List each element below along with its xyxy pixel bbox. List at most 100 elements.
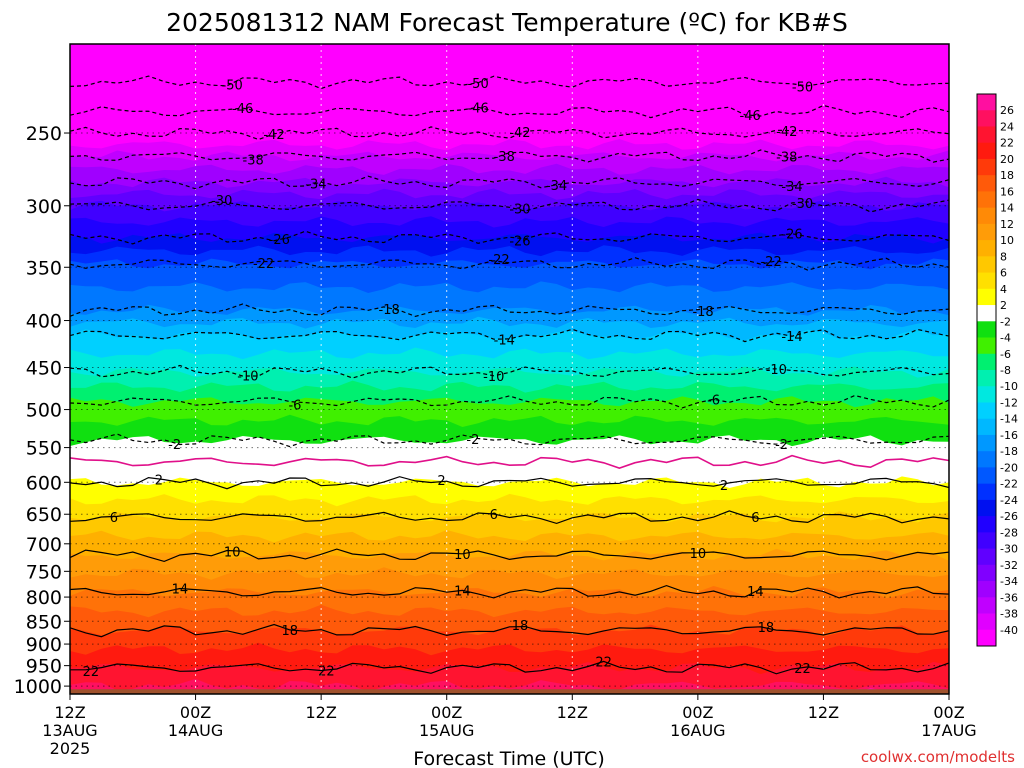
colorbar-swatch [977, 467, 996, 485]
contour-line [70, 104, 949, 119]
y-tick-label: 600 [26, 472, 62, 494]
contour-label: -26 [269, 233, 290, 248]
contour-label: -2 [168, 438, 181, 453]
colorbar-swatch [977, 337, 996, 355]
contour-label: -18 [379, 303, 400, 318]
colorbar-swatch [977, 597, 996, 614]
y-tick-label: 850 [26, 611, 62, 633]
contour-lines [70, 75, 949, 675]
colorbar-swatch [977, 434, 996, 452]
colorbar-swatch [977, 240, 996, 257]
colorbar-swatch [977, 418, 996, 436]
x-tick-label: 13AUG [42, 721, 97, 740]
colorbar-label: 18 [1000, 169, 1014, 182]
x-tick-label: 00Z [431, 703, 462, 722]
colorbar-label: -34 [1000, 575, 1018, 588]
contour-label: -30 [211, 194, 232, 209]
contour-label: -6 [288, 398, 301, 413]
colorbar-swatch [977, 548, 996, 566]
contour-line [70, 394, 949, 409]
contour-label: 22 [595, 655, 612, 670]
x-tick-label: 17AUG [921, 721, 976, 740]
plot-area: -50 -50 -50 -46 -46 -46 -42 -42 -42 -38 -38 -38 -34 -… [70, 44, 949, 694]
contour-label: -38 [776, 150, 797, 165]
contour-label: -18 [692, 305, 713, 320]
colorbar-swatch [977, 191, 996, 209]
contour-label: 14 [172, 583, 189, 598]
contour-label: -26 [781, 228, 802, 243]
colorbar-label: -26 [1000, 510, 1018, 523]
colorbar-swatch [977, 223, 996, 241]
contour-line [70, 230, 949, 245]
contour-line [70, 198, 949, 213]
colorbar-swatch [977, 321, 996, 338]
contour-label: -22 [253, 257, 274, 272]
colorbar-label: -12 [1000, 396, 1018, 409]
contour-label: -46 [232, 102, 253, 117]
colorbar-label: -38 [1000, 608, 1018, 621]
colorbar-swatch [977, 581, 996, 598]
colorbar-label: -28 [1000, 526, 1018, 539]
colorbar-label: -36 [1000, 591, 1018, 604]
contour-label: -22 [760, 255, 781, 270]
contour-label: -42 [509, 126, 530, 141]
x-tick-label: 12Z [54, 703, 85, 722]
contour-line [70, 328, 949, 343]
colorbar-frame [976, 93, 997, 647]
colorbar-swatch [977, 386, 996, 403]
y-tick-label: 550 [26, 438, 62, 460]
contour-label: -42 [776, 125, 797, 140]
y-tick-label: 400 [26, 311, 62, 333]
contour-label: 10 [454, 548, 471, 563]
y-tick-label: 500 [26, 400, 62, 422]
contour-label: 2 [720, 479, 728, 494]
y-tick-label: 950 [26, 656, 62, 678]
contour-label: 2 [155, 474, 163, 489]
contour-line [70, 175, 949, 190]
y-tick-label: 700 [26, 534, 62, 556]
x-tick-label: 00Z [682, 703, 713, 722]
contour-label: 22 [794, 662, 811, 677]
y-tick-label: 800 [26, 587, 62, 609]
contour-line [70, 364, 949, 379]
contour-label: -38 [494, 150, 515, 165]
credit-text: coolwx.com/modelts [861, 748, 1015, 766]
x-tick-label: 12Z [557, 703, 588, 722]
colorbar-label: 20 [1000, 153, 1014, 166]
contour-label: -38 [243, 154, 264, 169]
contour-label: -10 [237, 369, 258, 384]
colorbar-swatch [977, 629, 996, 647]
colorbar-label: -6 [1000, 348, 1011, 361]
contour-line [70, 510, 949, 525]
colorbar-label: 16 [1000, 185, 1014, 198]
colorbar-swatch [977, 483, 996, 501]
y-tick-label: 1000 [14, 676, 62, 698]
contour-label: 18 [758, 621, 775, 636]
colorbar-label: 8 [1000, 250, 1007, 263]
contour-label: 10 [690, 547, 707, 562]
colorbar-label: -16 [1000, 429, 1018, 442]
y-tick-label: 750 [26, 561, 62, 583]
y-tick-label: 350 [26, 257, 62, 279]
contour-label: 14 [747, 585, 764, 600]
plot-frame [69, 43, 950, 695]
contour-label: -50 [792, 81, 813, 96]
colorbar-label: -2 [1000, 315, 1011, 328]
contour-label: -46 [467, 101, 488, 116]
x-axis-label: Forecast Time (UTC) [413, 748, 604, 768]
colorbar-swatch [977, 158, 996, 176]
colorbar-swatch [977, 516, 996, 533]
contour-label: -14 [781, 330, 802, 345]
x-tick-label: 12Z [808, 703, 839, 722]
contour-label: 14 [454, 584, 471, 599]
colorbar-swatch [977, 532, 996, 549]
colorbar-label: -30 [1000, 543, 1018, 556]
colorbar-label: -14 [1000, 413, 1018, 426]
contour-label: 6 [110, 511, 118, 526]
contour-label: -34 [546, 179, 567, 194]
colorbar-swatch [977, 110, 996, 127]
colorbar-swatch [977, 305, 996, 322]
colorbar-swatch [977, 451, 996, 468]
contour-label: -46 [740, 109, 761, 124]
